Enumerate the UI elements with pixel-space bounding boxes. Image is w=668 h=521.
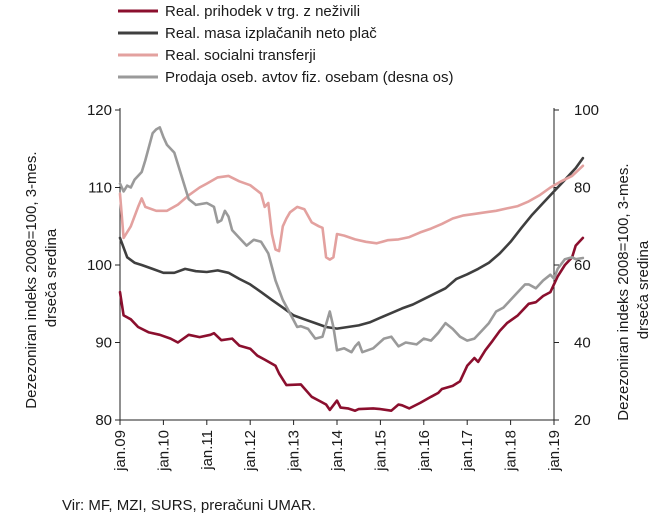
x-tick-label: jan.17 xyxy=(459,430,476,472)
axes: 80 90 100 110 120 20 40 60 80 100 jan.09 jan.10 jan.… xyxy=(87,102,599,472)
legend: Real. prihodek v trg. z neživili Real. ma… xyxy=(118,3,454,86)
series-line-2 xyxy=(118,156,585,330)
right-axis-title-line-1: Dezezoniran indeks 2008=100, 3-mes. xyxy=(615,163,632,420)
x-tick-label: jan.18 xyxy=(503,430,520,472)
left-tick-label: 90 xyxy=(95,335,112,352)
left-axis-title-line-1: Dezezoniran indeks 2008=100, 3-mes. xyxy=(23,151,40,408)
right-tick-label: 20 xyxy=(574,412,591,429)
x-tick-label: jan.16 xyxy=(416,430,433,472)
right-tick-label: 100 xyxy=(574,102,599,119)
left-axis-title: Dezezoniran indeks 2008=100, 3-mes. drse… xyxy=(23,147,60,408)
series-line-3 xyxy=(118,164,585,261)
x-tick-label: jan.10 xyxy=(155,430,172,472)
legend-label: Real. masa izplačanih neto plač xyxy=(165,25,377,42)
right-tick-label: 60 xyxy=(574,257,591,274)
series-line-1 xyxy=(118,236,585,412)
right-tick-label: 40 xyxy=(574,335,591,352)
left-tick-label: 120 xyxy=(87,102,112,119)
legend-label: Real. socialni transferji xyxy=(165,47,316,64)
left-tick-label: 110 xyxy=(88,180,112,197)
legend-label: Real. prihodek v trg. z neživili xyxy=(165,3,360,20)
x-tick-label: jan.09 xyxy=(112,430,129,472)
x-tick-label: jan.12 xyxy=(242,430,259,472)
series-line-4 xyxy=(118,126,585,354)
x-tick-label: jan.15 xyxy=(372,430,389,472)
right-tick-label: 80 xyxy=(574,180,591,197)
legend-label: Prodaja oseb. avtov fiz. osebam (desna o… xyxy=(165,69,454,86)
series-lines xyxy=(118,126,585,412)
x-tick-label: jan.11 xyxy=(199,430,216,471)
source-note: Vir: MF, MZI, SURS, preračuni UMAR. xyxy=(62,497,316,514)
x-tick-label: jan.13 xyxy=(286,430,303,472)
left-axis-title-line-2: drseča sredina xyxy=(43,228,60,327)
right-axis-title-line-2: drseča sredina xyxy=(635,240,652,339)
x-tick-label: jan.14 xyxy=(329,430,346,472)
left-tick-label: 100 xyxy=(87,257,112,274)
left-tick-label: 80 xyxy=(95,412,112,429)
right-axis-title: Dezezoniran indeks 2008=100, 3-mes. drse… xyxy=(615,159,652,420)
x-tick-label: jan.19 xyxy=(546,430,563,472)
